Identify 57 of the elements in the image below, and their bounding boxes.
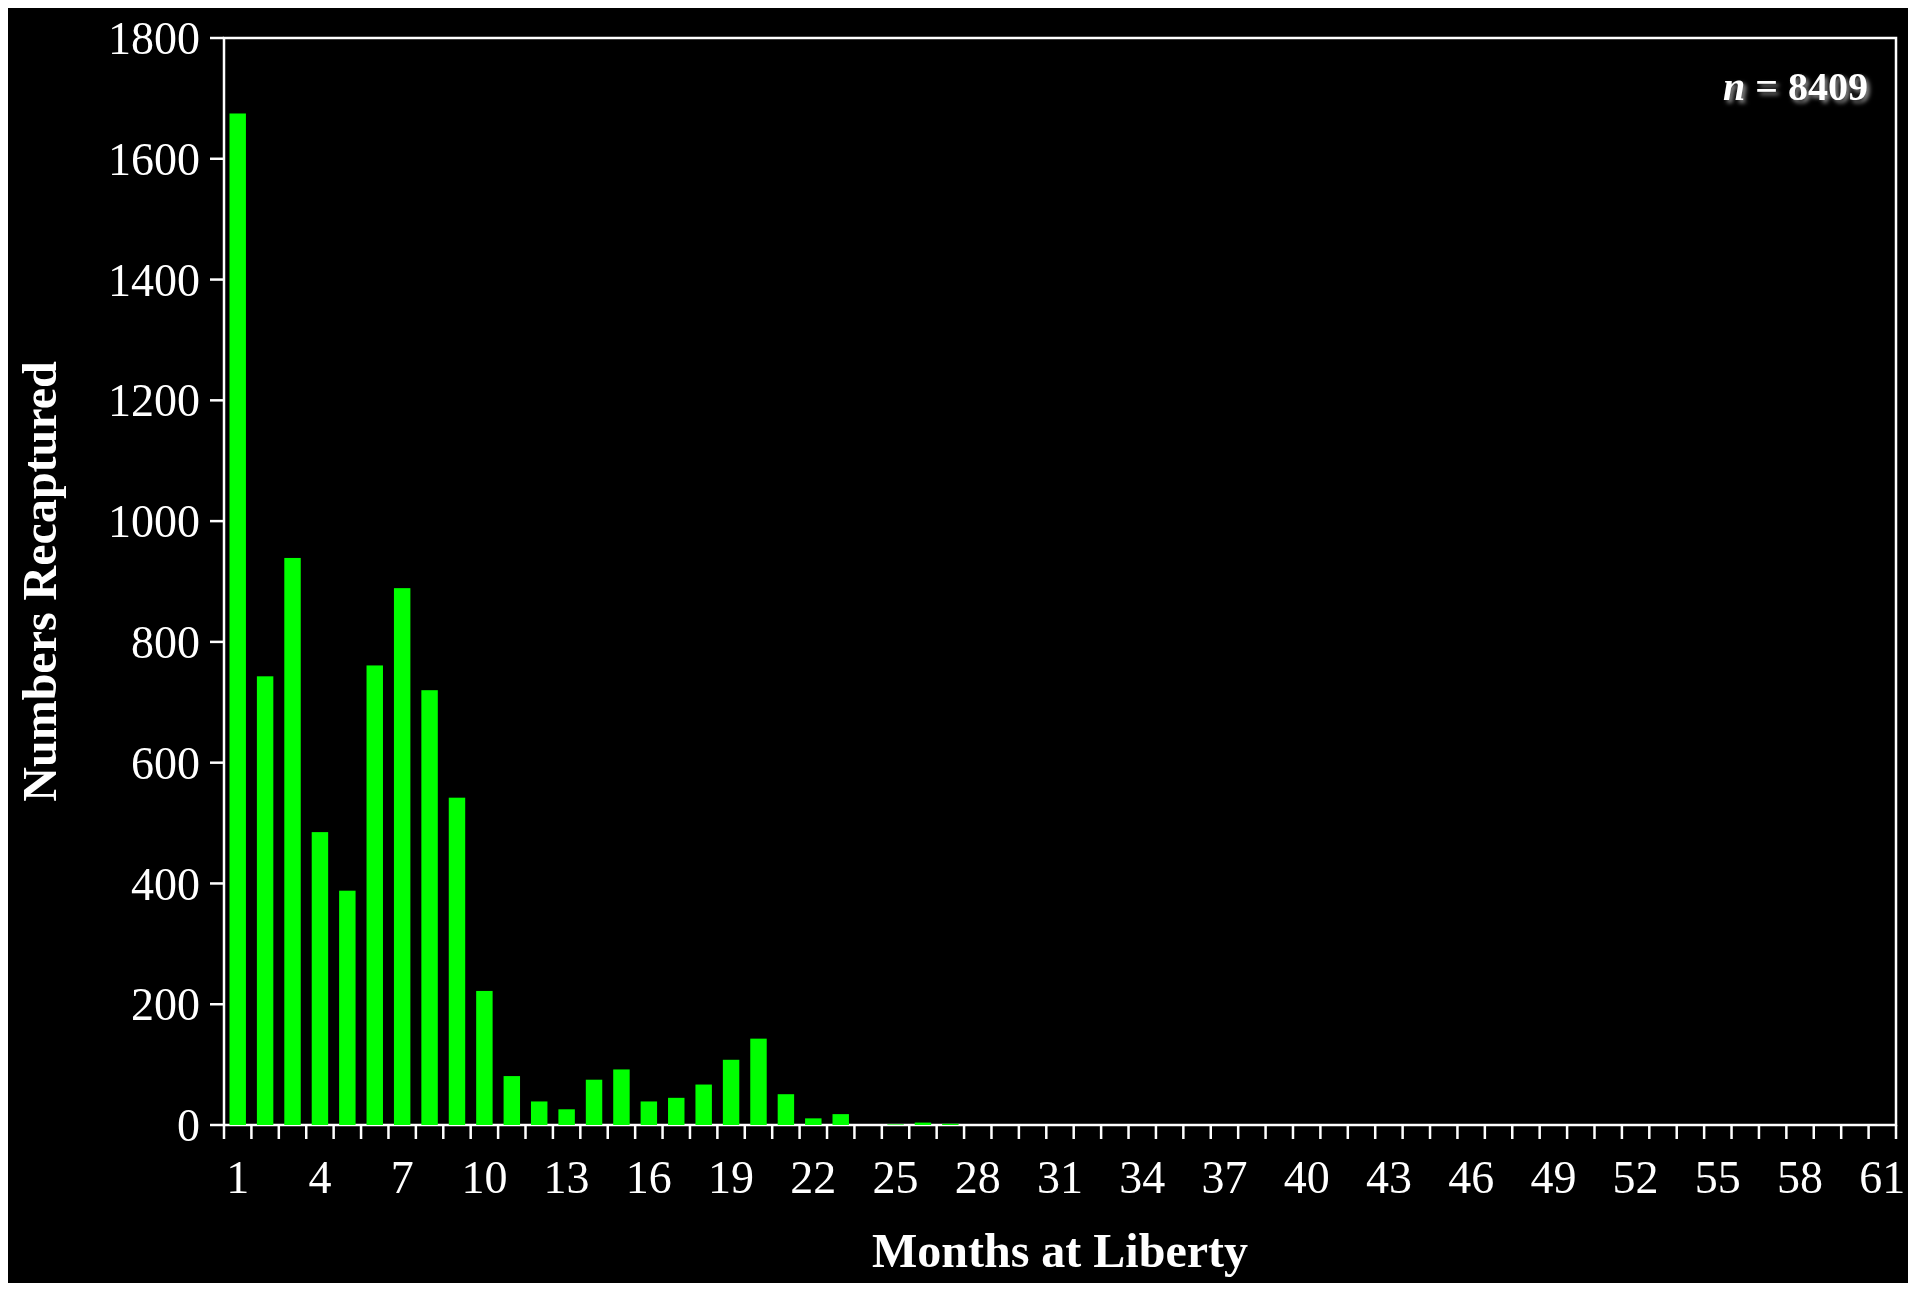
bar — [530, 1101, 548, 1125]
x-tick-label: 43 — [1365, 1152, 1412, 1203]
y-tick-label: 1000 — [108, 496, 200, 548]
y-tick-label: 600 — [131, 737, 200, 789]
bar — [421, 690, 438, 1125]
bar — [339, 890, 356, 1125]
x-tick-label: 61 — [1859, 1152, 1906, 1203]
bar — [640, 1101, 658, 1125]
bar — [393, 588, 411, 1125]
x-tick-label: 4 — [308, 1152, 332, 1203]
bar — [668, 1097, 685, 1125]
x-tick-label: 19 — [708, 1152, 755, 1203]
x-tick-label: 37 — [1201, 1152, 1248, 1203]
x-tick-label: 49 — [1530, 1152, 1577, 1203]
x-tick-label: 46 — [1448, 1152, 1495, 1203]
y-tick-label: 400 — [131, 858, 200, 910]
bar — [613, 1069, 630, 1125]
bar — [229, 113, 246, 1125]
bar — [777, 1094, 795, 1125]
x-tick-label: 7 — [390, 1152, 414, 1203]
y-tick-label: 0 — [177, 1100, 200, 1152]
bar — [832, 1114, 849, 1125]
bar — [558, 1109, 575, 1125]
x-tick-label: 1 — [226, 1152, 250, 1203]
y-tick-label: 1600 — [108, 133, 200, 185]
bar — [585, 1079, 603, 1125]
y-tick-label: 200 — [131, 979, 200, 1031]
x-tick-label: 22 — [790, 1152, 837, 1203]
bar — [448, 797, 466, 1125]
x-tick-label: 55 — [1694, 1152, 1741, 1203]
x-tick-label: 16 — [625, 1152, 672, 1203]
x-tick-label: 25 — [872, 1152, 919, 1203]
bar — [256, 676, 274, 1125]
bar — [695, 1084, 712, 1125]
y-tick-label: 1200 — [108, 375, 200, 427]
x-tick-label: 10 — [461, 1152, 508, 1203]
bar — [722, 1059, 740, 1125]
y-tick-label: 800 — [131, 616, 200, 668]
x-axis-title: Months at Liberty — [872, 1224, 1248, 1277]
bar — [476, 990, 493, 1125]
bar — [503, 1076, 521, 1125]
x-tick-label: 13 — [543, 1152, 590, 1203]
bar — [311, 832, 329, 1125]
y-axis-title: Numbers Recaptured — [13, 360, 66, 802]
bar — [366, 665, 383, 1125]
bar — [805, 1118, 822, 1125]
x-tick-label: 31 — [1037, 1152, 1083, 1203]
x-tick-label: 40 — [1283, 1152, 1330, 1203]
x-tick-label: 52 — [1612, 1152, 1659, 1203]
bar — [750, 1038, 767, 1125]
x-tick-label: 58 — [1777, 1152, 1824, 1203]
y-tick-label: 1400 — [108, 254, 200, 306]
x-tick-label: 34 — [1119, 1152, 1166, 1203]
y-tick-label: 1800 — [108, 13, 200, 65]
bar — [284, 557, 301, 1125]
x-tick-label: 28 — [954, 1152, 1001, 1203]
annotation: n = 8409 — [1722, 64, 1868, 109]
